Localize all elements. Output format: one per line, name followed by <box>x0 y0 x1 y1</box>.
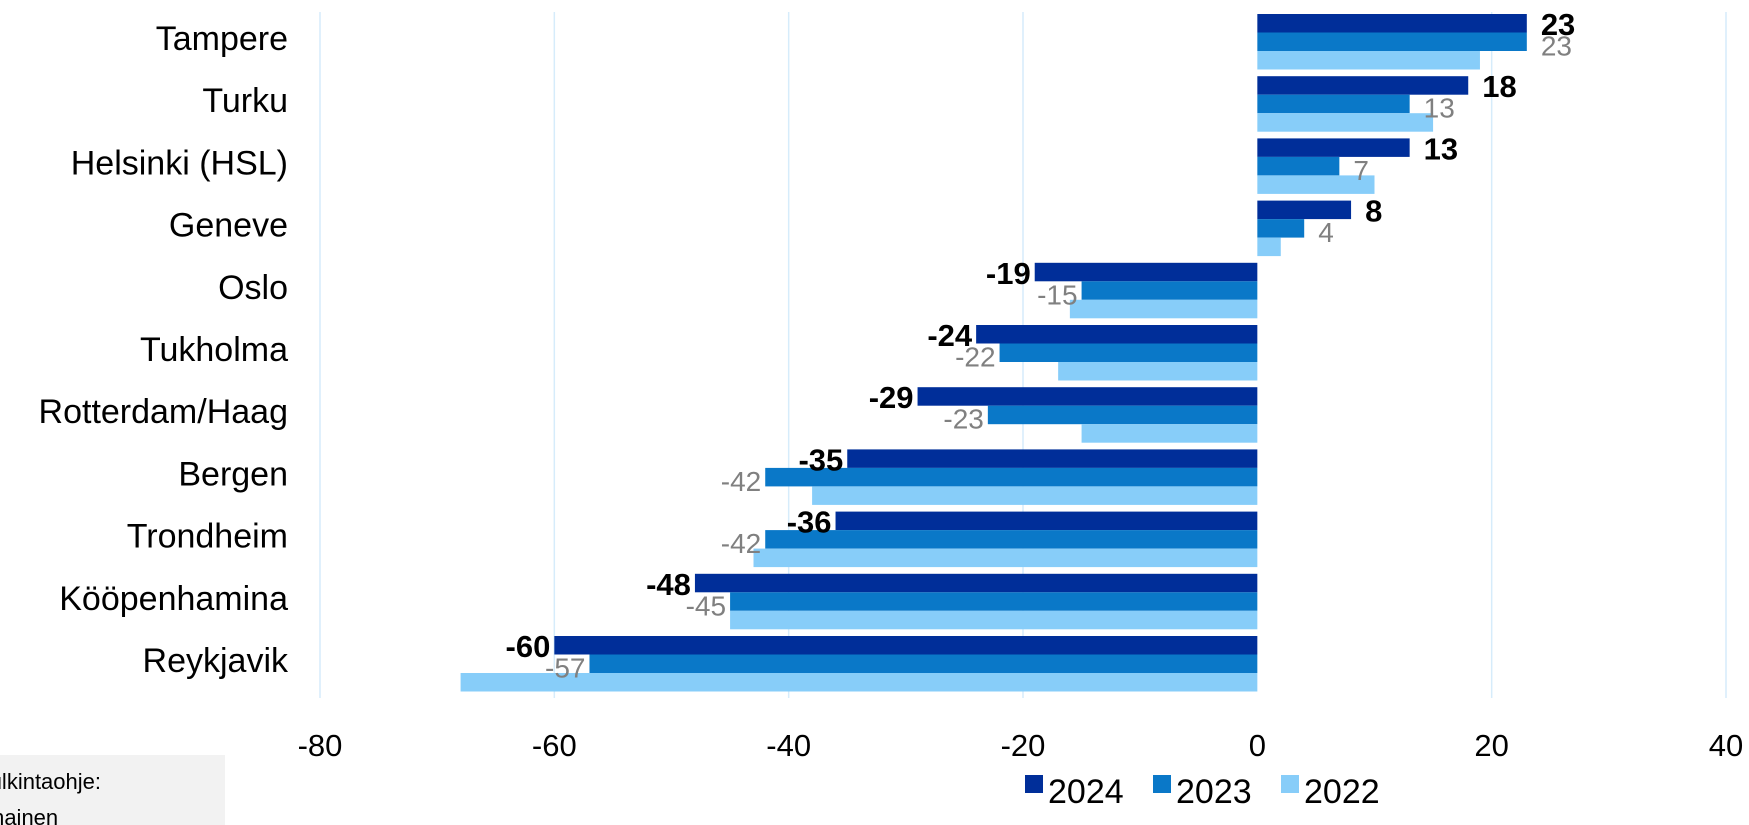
bar-2023 <box>1257 32 1527 51</box>
bar-2024 <box>835 511 1258 531</box>
bar-2024 <box>694 573 1258 593</box>
data-label-2023: -42 <box>721 528 761 559</box>
bar-2024 <box>1257 76 1469 95</box>
data-label-2024: 8 <box>1365 194 1382 229</box>
data-label-2024: -24 <box>927 318 973 353</box>
category-label: Geneve <box>169 207 288 245</box>
data-label-2023: -57 <box>545 653 585 684</box>
bar-2022 <box>753 548 1258 568</box>
data-label-2023: -45 <box>686 590 726 621</box>
tick-label: 0 <box>1249 728 1266 763</box>
data-label-2023: 23 <box>1541 31 1572 62</box>
bar-2022 <box>1257 237 1281 257</box>
data-label-2023: -42 <box>721 466 761 497</box>
legend-swatch-2024 <box>1025 775 1043 793</box>
data-label-2024: -60 <box>506 629 551 664</box>
category-label: Turku <box>202 82 288 120</box>
category-label: Oslo <box>218 269 288 307</box>
category-label: Kööpenhamina <box>59 580 288 618</box>
data-label-2023: -22 <box>955 342 995 373</box>
category-label: Tukholma <box>140 331 288 369</box>
tick-label: -60 <box>532 728 577 763</box>
bar-2023 <box>999 343 1258 362</box>
bar-2023 <box>589 654 1258 673</box>
legend-swatch-2022 <box>1281 775 1299 793</box>
category-label: Trondheim <box>127 518 288 556</box>
tick-label: 40 <box>1709 728 1743 763</box>
bar-2023 <box>987 405 1258 425</box>
bar-2022 <box>812 486 1258 505</box>
legend-label-2024: 2024 <box>1048 773 1124 811</box>
data-label-2024: 18 <box>1482 69 1516 104</box>
tick-labels: -80 -60 -40 -20 0 20 40 <box>298 728 1744 763</box>
note-line-1: sen tulkintaohje: <box>0 769 101 794</box>
bar-2022 <box>1257 175 1375 194</box>
bar-2023 <box>765 467 1258 487</box>
category-label: Bergen <box>178 455 288 493</box>
category-labels: Tampere Turku Helsinki (HSL) Geneve Oslo Tukh… <box>39 20 289 680</box>
bar-2024 <box>1257 200 1352 220</box>
category-label: Helsinki (HSL) <box>71 144 288 182</box>
category-label: Reykjavik <box>143 642 289 680</box>
data-label-2024: -35 <box>798 442 843 477</box>
bar-2024 <box>554 636 1258 655</box>
legend-swatch-2023 <box>1153 775 1171 793</box>
data-label-2024: -19 <box>986 256 1031 291</box>
bar-2022 <box>1257 51 1480 70</box>
data-label-2024: -48 <box>646 567 691 602</box>
data-label-2023: -15 <box>1037 279 1077 310</box>
legend: 2024 2023 2022 <box>1025 773 1380 811</box>
bar-2024 <box>1257 14 1527 33</box>
bar-2023 <box>765 530 1258 549</box>
data-label-2024: 23 <box>1541 7 1575 42</box>
bar-2024 <box>1257 138 1410 157</box>
bar-2022 <box>730 610 1258 630</box>
bar-2023 <box>1257 94 1410 114</box>
bar-2024 <box>917 387 1258 406</box>
category-label: Rotterdam/Haag <box>39 393 288 431</box>
tick-label: -40 <box>766 728 811 763</box>
legend-label-2023: 2023 <box>1176 773 1252 811</box>
data-label-2023: 13 <box>1424 93 1455 124</box>
bar-2022 <box>460 673 1258 692</box>
data-label-2023: 7 <box>1353 155 1369 186</box>
bar-2022 <box>1081 424 1258 443</box>
gridlines <box>319 12 1727 698</box>
bar-2022 <box>1058 362 1258 381</box>
bar-2022 <box>1257 113 1434 132</box>
bar-2023 <box>1257 219 1305 238</box>
data-label-2023: -23 <box>943 404 983 435</box>
bars <box>460 14 1527 692</box>
note-line-2: mainen <box>0 805 59 825</box>
bar-2023 <box>1257 156 1340 176</box>
tick-label: 20 <box>1474 728 1508 763</box>
bar-2022 <box>1069 299 1258 319</box>
bar-2023 <box>730 592 1258 611</box>
data-label-2024: -36 <box>787 505 832 540</box>
tick-label: -80 <box>298 728 343 763</box>
data-label-2024: 13 <box>1424 131 1458 166</box>
bar-2024 <box>1034 262 1258 282</box>
category-label: Tampere <box>156 20 288 58</box>
bar-2023 <box>1081 281 1258 300</box>
note-box: sen tulkintaohje: mainen <box>0 755 225 825</box>
legend-label-2022: 2022 <box>1304 773 1380 811</box>
bar-2024 <box>976 325 1258 344</box>
bar-2024 <box>847 449 1258 468</box>
tick-label: -20 <box>1001 728 1046 763</box>
data-label-2024: -29 <box>869 380 914 415</box>
data-label-2023: 4 <box>1318 217 1334 248</box>
